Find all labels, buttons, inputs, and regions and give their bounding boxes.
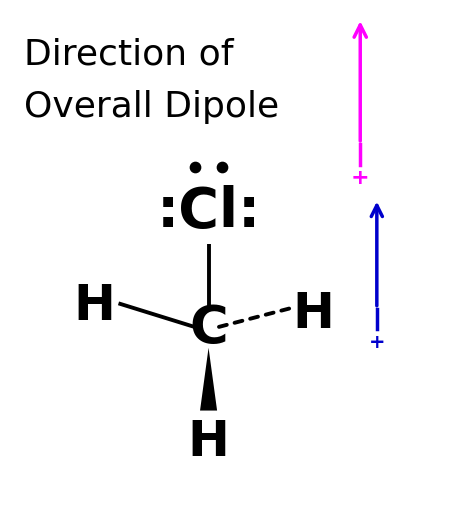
Point — [191, 163, 199, 172]
Text: +: + — [369, 333, 385, 352]
Text: H: H — [188, 418, 229, 466]
Text: +: + — [351, 168, 370, 188]
Text: H: H — [292, 290, 334, 338]
Text: H: H — [74, 282, 116, 330]
Text: Direction of: Direction of — [24, 38, 233, 72]
Text: :Cl:: :Cl: — [156, 185, 261, 239]
Point — [218, 163, 226, 172]
Text: Overall Dipole: Overall Dipole — [24, 90, 279, 124]
Text: C: C — [189, 303, 228, 356]
Polygon shape — [200, 348, 217, 411]
